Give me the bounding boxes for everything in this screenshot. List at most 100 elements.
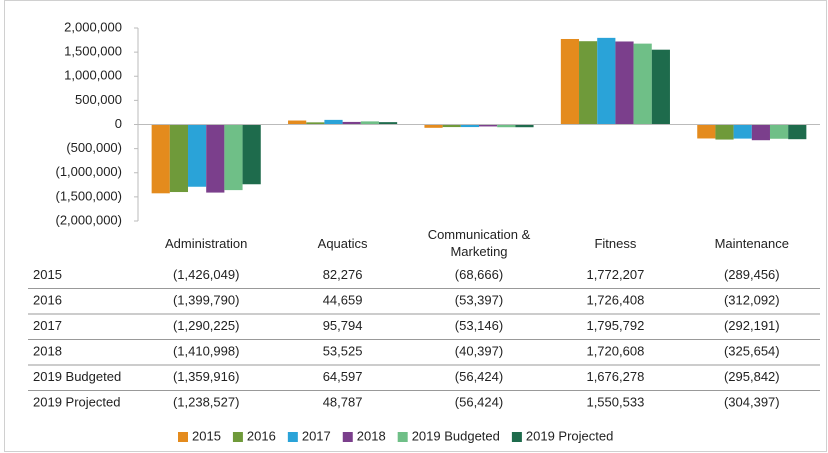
bar [751,124,770,141]
bar [733,124,752,139]
y-tick-label: 500,000 [75,92,122,107]
x-tick-label-box: Maintenance [692,224,812,262]
x-tick-label: Aquatics [317,235,368,251]
table-cell: (289,456) [724,267,780,282]
bar [633,43,652,125]
table-cell: (295,842) [724,369,780,384]
table-row-label: 2017 [33,318,62,333]
table-cell: (1,359,916) [173,369,240,384]
table-cell: 82,276 [323,267,363,282]
table-row-label: 2019 Budgeted [33,369,121,384]
frame-border [4,0,827,452]
table-cell: (292,191) [724,318,780,333]
table-cell: (40,397) [455,344,503,359]
table-cell: (312,092) [724,293,780,308]
table-cell: 64,597 [323,369,363,384]
legend-label: 2018 [357,428,386,443]
bar [360,121,379,125]
y-tick-label: 2,000,000 [64,19,122,34]
bar [442,124,461,128]
x-tick-label-box: Administration [146,224,266,262]
table-cell: (1,238,527) [173,395,240,410]
bar [497,124,516,128]
table-row-label: 2019 Projected [33,395,120,410]
table-cell: (53,397) [455,293,503,308]
x-tick-label: Maintenance [714,235,790,251]
table-cell: (1,410,998) [173,344,240,359]
bar [151,124,170,194]
table-cell: (68,666) [455,267,503,282]
legend-label: 2019 Projected [526,428,613,443]
table-cell: (1,290,225) [173,318,240,333]
bar [788,124,807,140]
y-tick-label: 1,500,000 [64,44,122,59]
legend-swatch [232,432,243,442]
legend-label: 2016 [247,428,276,443]
table-cell: 1,720,608 [586,344,644,359]
x-tick-label-box: Aquatics [283,224,403,262]
bar [597,37,616,125]
legend-swatch [397,432,408,442]
x-tick-label: Fitness [594,235,637,251]
x-tick-label-box: Communication & Marketing [419,224,539,262]
bar [515,124,534,128]
bar [242,124,261,185]
table-cell: (53,146) [455,318,503,333]
table-cell: 1,550,533 [586,395,644,410]
y-tick-label: (1,000,000) [56,164,123,179]
legend-swatch [178,432,188,442]
table-cell: 1,795,792 [586,318,644,333]
table-cell: 1,772,207 [586,267,644,282]
legend-swatch [342,432,353,442]
table-cell: 48,787 [323,395,363,410]
table-cell: (1,426,049) [173,267,240,282]
y-tick-label: (1,500,000) [56,188,123,203]
legend-label: 2017 [302,428,331,443]
bar [206,124,225,193]
bar [715,124,734,140]
bar [224,124,243,191]
legend-swatch [511,432,522,442]
table-cell: 53,525 [323,344,363,359]
bar [479,124,498,127]
table-cell: (56,424) [455,369,503,384]
table-cell: (325,654) [724,344,780,359]
bar [288,120,307,125]
y-tick-label: (500,000) [66,140,122,155]
x-tick-label-box: Fitness [555,224,675,262]
bar [324,119,343,125]
y-tick-label: 1,000,000 [64,68,122,83]
table-cell: 1,726,408 [586,293,644,308]
table-cell: (1,399,790) [173,293,240,308]
bar [306,122,325,125]
bar [169,124,189,193]
table-row-label: 2018 [33,344,62,359]
table-cell: 95,794 [323,318,363,333]
x-tick-label: Communication & Marketing [427,227,531,259]
bar [769,124,789,139]
bar [342,121,361,125]
table-row-label: 2016 [33,293,62,308]
table-cell: (56,424) [455,395,503,410]
bar [460,124,479,128]
legend-swatch [287,432,298,442]
table-cell: (304,397) [724,395,780,410]
legend-label: 2019 Budgeted [412,428,500,443]
bar [378,122,398,125]
legend-label: 2015 [192,428,221,443]
y-tick-label: 0 [115,116,122,131]
bar [579,41,598,125]
bar [188,124,207,187]
table-row-label: 2015 [33,267,62,282]
y-tick-label: (2,000,000) [56,212,123,227]
x-tick-label: Administration [165,235,248,251]
bar [651,49,670,125]
bar [424,124,443,128]
bar [615,41,634,125]
bar [697,124,716,139]
table-cell: 1,676,278 [586,369,644,384]
bar [560,38,580,125]
table-cell: 44,659 [323,293,363,308]
